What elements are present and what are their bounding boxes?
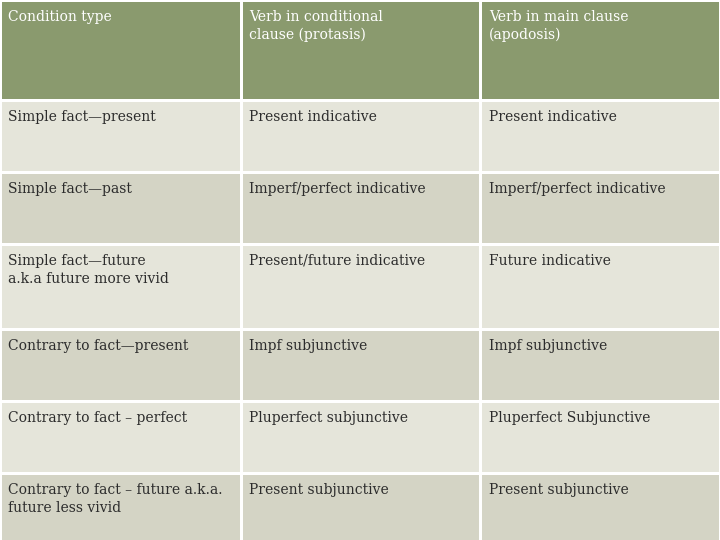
Bar — [1, 2, 240, 98]
Bar — [482, 402, 719, 471]
Bar — [1, 330, 240, 400]
Bar — [243, 102, 480, 171]
Bar — [243, 330, 480, 400]
Bar — [243, 475, 480, 540]
Text: Verb in conditional
clause (protasis): Verb in conditional clause (protasis) — [249, 10, 383, 42]
Bar — [482, 330, 719, 400]
Text: Impf subjunctive: Impf subjunctive — [249, 339, 367, 353]
Bar — [1, 102, 240, 171]
Bar — [482, 2, 719, 98]
Text: Present indicative: Present indicative — [489, 110, 617, 124]
Text: Present/future indicative: Present/future indicative — [249, 254, 426, 268]
Bar — [243, 246, 480, 327]
Text: Future indicative: Future indicative — [489, 254, 611, 268]
Bar — [1, 246, 240, 327]
Text: Verb in main clause
(apodosis): Verb in main clause (apodosis) — [489, 10, 629, 42]
Bar — [1, 475, 240, 540]
Text: Present subjunctive: Present subjunctive — [489, 483, 629, 497]
Text: Simple fact—past: Simple fact—past — [8, 182, 132, 196]
Text: Present indicative: Present indicative — [249, 110, 377, 124]
Bar — [243, 402, 480, 471]
Bar — [243, 2, 480, 98]
Text: Impf subjunctive: Impf subjunctive — [489, 339, 607, 353]
Bar — [482, 475, 719, 540]
Bar — [1, 173, 240, 242]
Bar — [482, 102, 719, 171]
Text: Contrary to fact – future a.k.a.
future less vivid: Contrary to fact – future a.k.a. future … — [8, 483, 222, 515]
Bar — [243, 173, 480, 242]
Text: Simple fact—present: Simple fact—present — [8, 110, 156, 124]
Bar — [482, 173, 719, 242]
Text: Contrary to fact – perfect: Contrary to fact – perfect — [8, 411, 187, 425]
Text: Condition type: Condition type — [8, 10, 112, 24]
Text: Pluperfect subjunctive: Pluperfect subjunctive — [249, 411, 408, 425]
Text: Pluperfect Subjunctive: Pluperfect Subjunctive — [489, 411, 650, 425]
Bar — [1, 402, 240, 471]
Text: Present subjunctive: Present subjunctive — [249, 483, 389, 497]
Text: Contrary to fact—present: Contrary to fact—present — [8, 339, 189, 353]
Text: Imperf/perfect indicative: Imperf/perfect indicative — [489, 182, 665, 196]
Text: Imperf/perfect indicative: Imperf/perfect indicative — [249, 182, 426, 196]
Text: Simple fact—future
a.k.a future more vivid: Simple fact—future a.k.a future more viv… — [8, 254, 169, 286]
Bar — [482, 246, 719, 327]
